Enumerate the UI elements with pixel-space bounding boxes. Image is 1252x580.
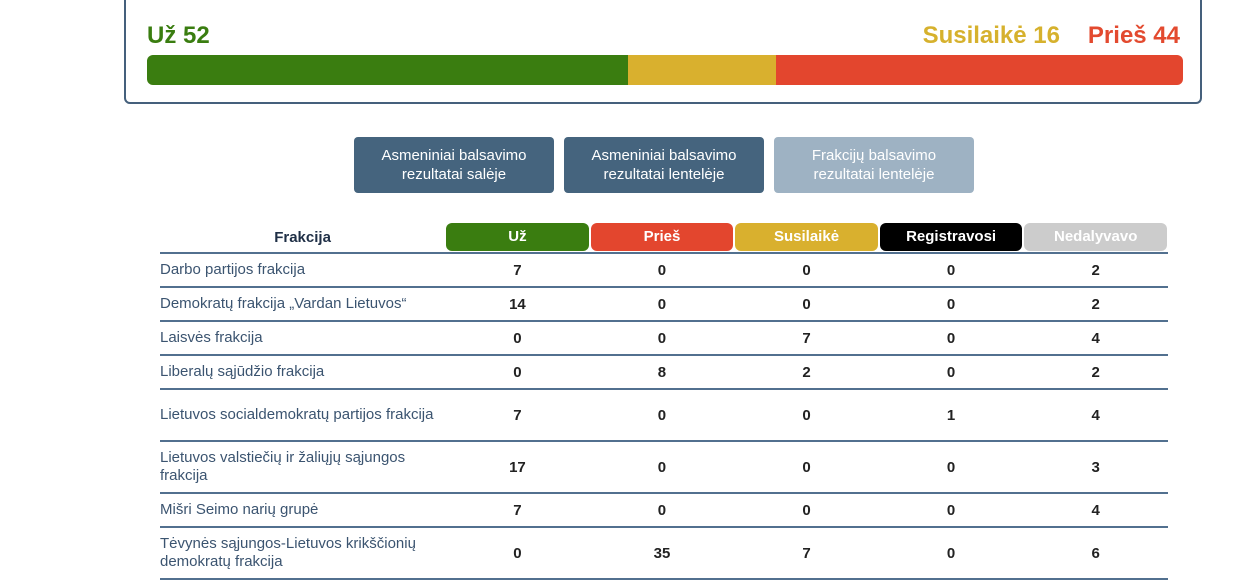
cell-nedalyvavo: 2 (1023, 354, 1168, 389)
table-row: Lietuvos socialdemokratų partijos frakci… (160, 388, 1168, 441)
table-row: Liberalų sąjūdžio frakcija 0 8 2 0 2 (160, 354, 1168, 389)
header-susilaike: Susilaikė (735, 223, 878, 251)
faction-name: Liberalų sąjūdžio frakcija (160, 354, 446, 389)
cell-uz: 0 (445, 320, 590, 355)
cell-registravosi: 0 (878, 354, 1024, 389)
for-count-label: Už 52 (147, 22, 210, 49)
vote-distribution-bar (147, 55, 1183, 85)
personal-results-hall-button[interactable]: Asmeniniai balsavimo rezultatai salėje (354, 137, 554, 193)
cell-nedalyvavo: 4 (1023, 388, 1168, 441)
cell-nedalyvavo: 4 (1023, 492, 1168, 527)
cell-uz: 14 (445, 286, 590, 321)
cell-pries: 0 (589, 388, 735, 441)
cell-registravosi: 0 (878, 286, 1024, 321)
header-registravosi: Registravosi (879, 223, 1023, 251)
cell-uz: 17 (445, 440, 590, 493)
cell-susilaike: 7 (734, 320, 879, 355)
bar-segment (628, 55, 776, 85)
cell-nedalyvavo: 6 (1023, 526, 1168, 580)
cell-registravosi: 0 (878, 526, 1024, 580)
cell-pries: 0 (589, 286, 735, 321)
cell-nedalyvavo: 3 (1023, 440, 1168, 493)
against-count-label: Prieš 44 (1087, 22, 1180, 49)
cell-susilaike: 7 (734, 526, 879, 580)
bar-segment (147, 55, 628, 85)
cell-susilaike: 0 (734, 286, 879, 321)
cell-pries: 0 (589, 440, 735, 493)
cell-registravosi: 0 (878, 492, 1024, 527)
faction-name: Laisvės frakcija (160, 320, 446, 355)
table-row: Mišri Seimo narių grupė 7 0 0 0 4 (160, 492, 1168, 527)
cell-pries: 0 (589, 252, 735, 287)
table-row: Tėvynės sąjungos-Lietuvos krikščionių de… (160, 526, 1168, 580)
personal-results-table-button[interactable]: Asmeniniai balsavimo rezultatai lentelėj… (564, 137, 764, 193)
cell-pries: 0 (589, 320, 735, 355)
cell-registravosi: 0 (878, 440, 1024, 493)
cell-nedalyvavo: 4 (1023, 320, 1168, 355)
cell-susilaike: 0 (734, 492, 879, 527)
abstain-count-label: Susilaikė 16 (922, 22, 1060, 49)
cell-pries: 35 (589, 526, 735, 580)
cell-registravosi: 1 (878, 388, 1024, 441)
table-row: Darbo partijos frakcija 7 0 0 0 2 (160, 252, 1168, 287)
table-row: Demokratų frakcija „Vardan Lietuvos“ 14 0 0… (160, 286, 1168, 321)
table-header-row: Frakcija Už Prieš Susilaikė Registravosi… (160, 222, 1168, 253)
cell-uz: 7 (445, 388, 590, 441)
cell-susilaike: 0 (734, 252, 879, 287)
cell-registravosi: 0 (878, 252, 1024, 287)
cell-uz: 0 (445, 526, 590, 580)
cell-pries: 0 (589, 492, 735, 527)
bar-segment (776, 55, 1183, 85)
cell-pries: 8 (589, 354, 735, 389)
cell-uz: 7 (445, 492, 590, 527)
vote-summary-panel: Už 52 Susilaikė 16 Prieš 44 (124, 0, 1202, 104)
faction-results-table: Frakcija Už Prieš Susilaikė Registravosi… (160, 222, 1168, 580)
faction-name: Darbo partijos frakcija (160, 252, 446, 287)
cell-nedalyvavo: 2 (1023, 286, 1168, 321)
cell-susilaike: 2 (734, 354, 879, 389)
cell-registravosi: 0 (878, 320, 1024, 355)
faction-name: Lietuvos valstiečių ir žaliųjų sąjungos … (160, 440, 446, 493)
faction-name: Lietuvos socialdemokratų partijos frakci… (160, 388, 446, 441)
header-uz: Už (446, 223, 589, 251)
faction-results-table-button[interactable]: Frakcijų balsavimo rezultatai lentelėje (774, 137, 974, 193)
faction-name: Tėvynės sąjungos-Lietuvos krikščionių de… (160, 526, 446, 580)
cell-susilaike: 0 (734, 440, 879, 493)
faction-name: Mišri Seimo narių grupė (160, 492, 446, 527)
cell-susilaike: 0 (734, 388, 879, 441)
faction-name: Demokratų frakcija „Vardan Lietuvos“ (160, 286, 446, 321)
table-row: Laisvės frakcija 0 0 7 0 4 (160, 320, 1168, 355)
table-row: Lietuvos valstiečių ir žaliųjų sąjungos … (160, 440, 1168, 493)
header-nedalyvavo: Nedalyvavo (1024, 223, 1167, 251)
cell-uz: 0 (445, 354, 590, 389)
header-pries: Prieš (590, 223, 734, 251)
header-frakcija: Frakcija (274, 228, 331, 246)
cell-uz: 7 (445, 252, 590, 287)
cell-nedalyvavo: 2 (1023, 252, 1168, 287)
